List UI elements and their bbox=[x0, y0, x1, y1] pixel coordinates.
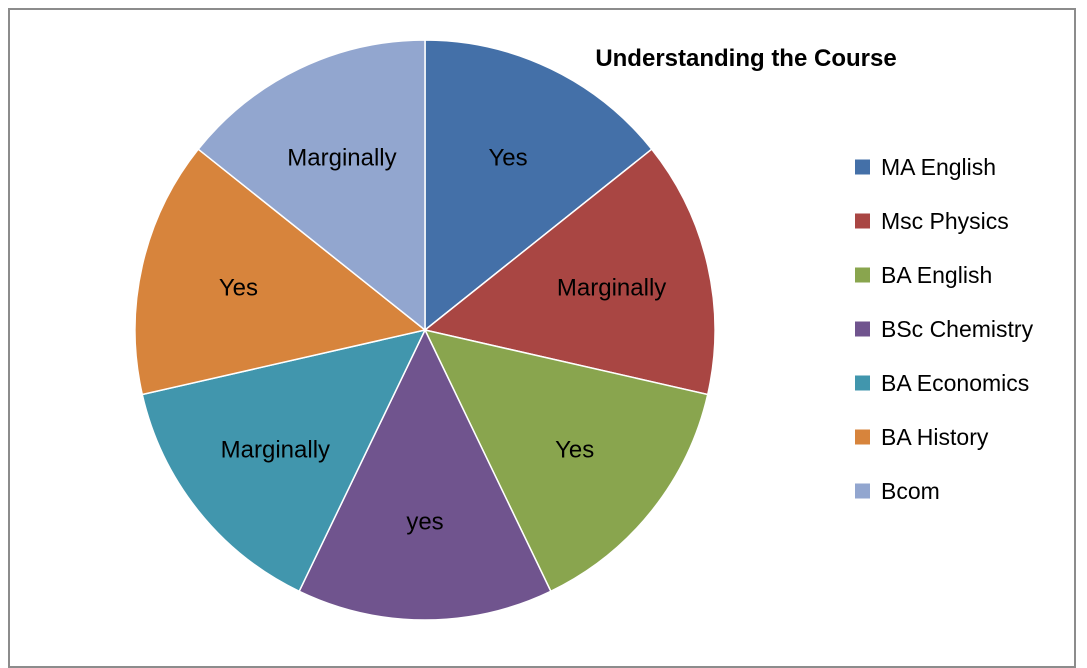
legend-item-ba-economics: BA Economics bbox=[855, 370, 1029, 396]
legend: MA English Msc Physics BA English BSc Chemi… bbox=[855, 154, 1034, 504]
slice-label-ma-english: Yes bbox=[488, 145, 527, 172]
slice-label-bsc-chemistry: yes bbox=[406, 508, 443, 535]
chart-title: Understanding the Course bbox=[595, 45, 896, 72]
legend-label: BA History bbox=[881, 424, 989, 450]
slice-label-ba-history: Yes bbox=[219, 274, 258, 301]
legend-swatch bbox=[855, 160, 870, 175]
legend-label: BA Economics bbox=[881, 370, 1029, 396]
legend-label: Msc Physics bbox=[881, 208, 1009, 234]
legend-label: MA English bbox=[881, 154, 996, 180]
legend-swatch bbox=[855, 322, 870, 337]
legend-swatch bbox=[855, 268, 870, 283]
legend-swatch bbox=[855, 214, 870, 229]
legend-swatch bbox=[855, 376, 870, 391]
legend-label: BSc Chemistry bbox=[881, 316, 1034, 342]
legend-item-ma-english: MA English bbox=[855, 154, 996, 180]
slice-label-ba-english: Yes bbox=[555, 436, 594, 463]
slice-label-ba-economics: Marginally bbox=[221, 436, 330, 463]
legend-label: BA English bbox=[881, 262, 992, 288]
legend-item-ba-english: BA English bbox=[855, 262, 992, 288]
legend-item-bsc-chemistry: BSc Chemistry bbox=[855, 316, 1034, 342]
legend-item-msc-physics: Msc Physics bbox=[855, 208, 1009, 234]
slice-label-bcom: Marginally bbox=[287, 145, 396, 172]
legend-item-bcom: Bcom bbox=[855, 478, 940, 504]
legend-label: Bcom bbox=[881, 478, 940, 504]
slice-label-msc-physics: Marginally bbox=[557, 274, 666, 301]
pie-chart: Yes Marginally Yes yes Marginally Yes Marginal… bbox=[0, 0, 1087, 651]
legend-swatch bbox=[855, 484, 870, 499]
legend-item-ba-history: BA History bbox=[855, 424, 989, 450]
legend-swatch bbox=[855, 430, 870, 445]
